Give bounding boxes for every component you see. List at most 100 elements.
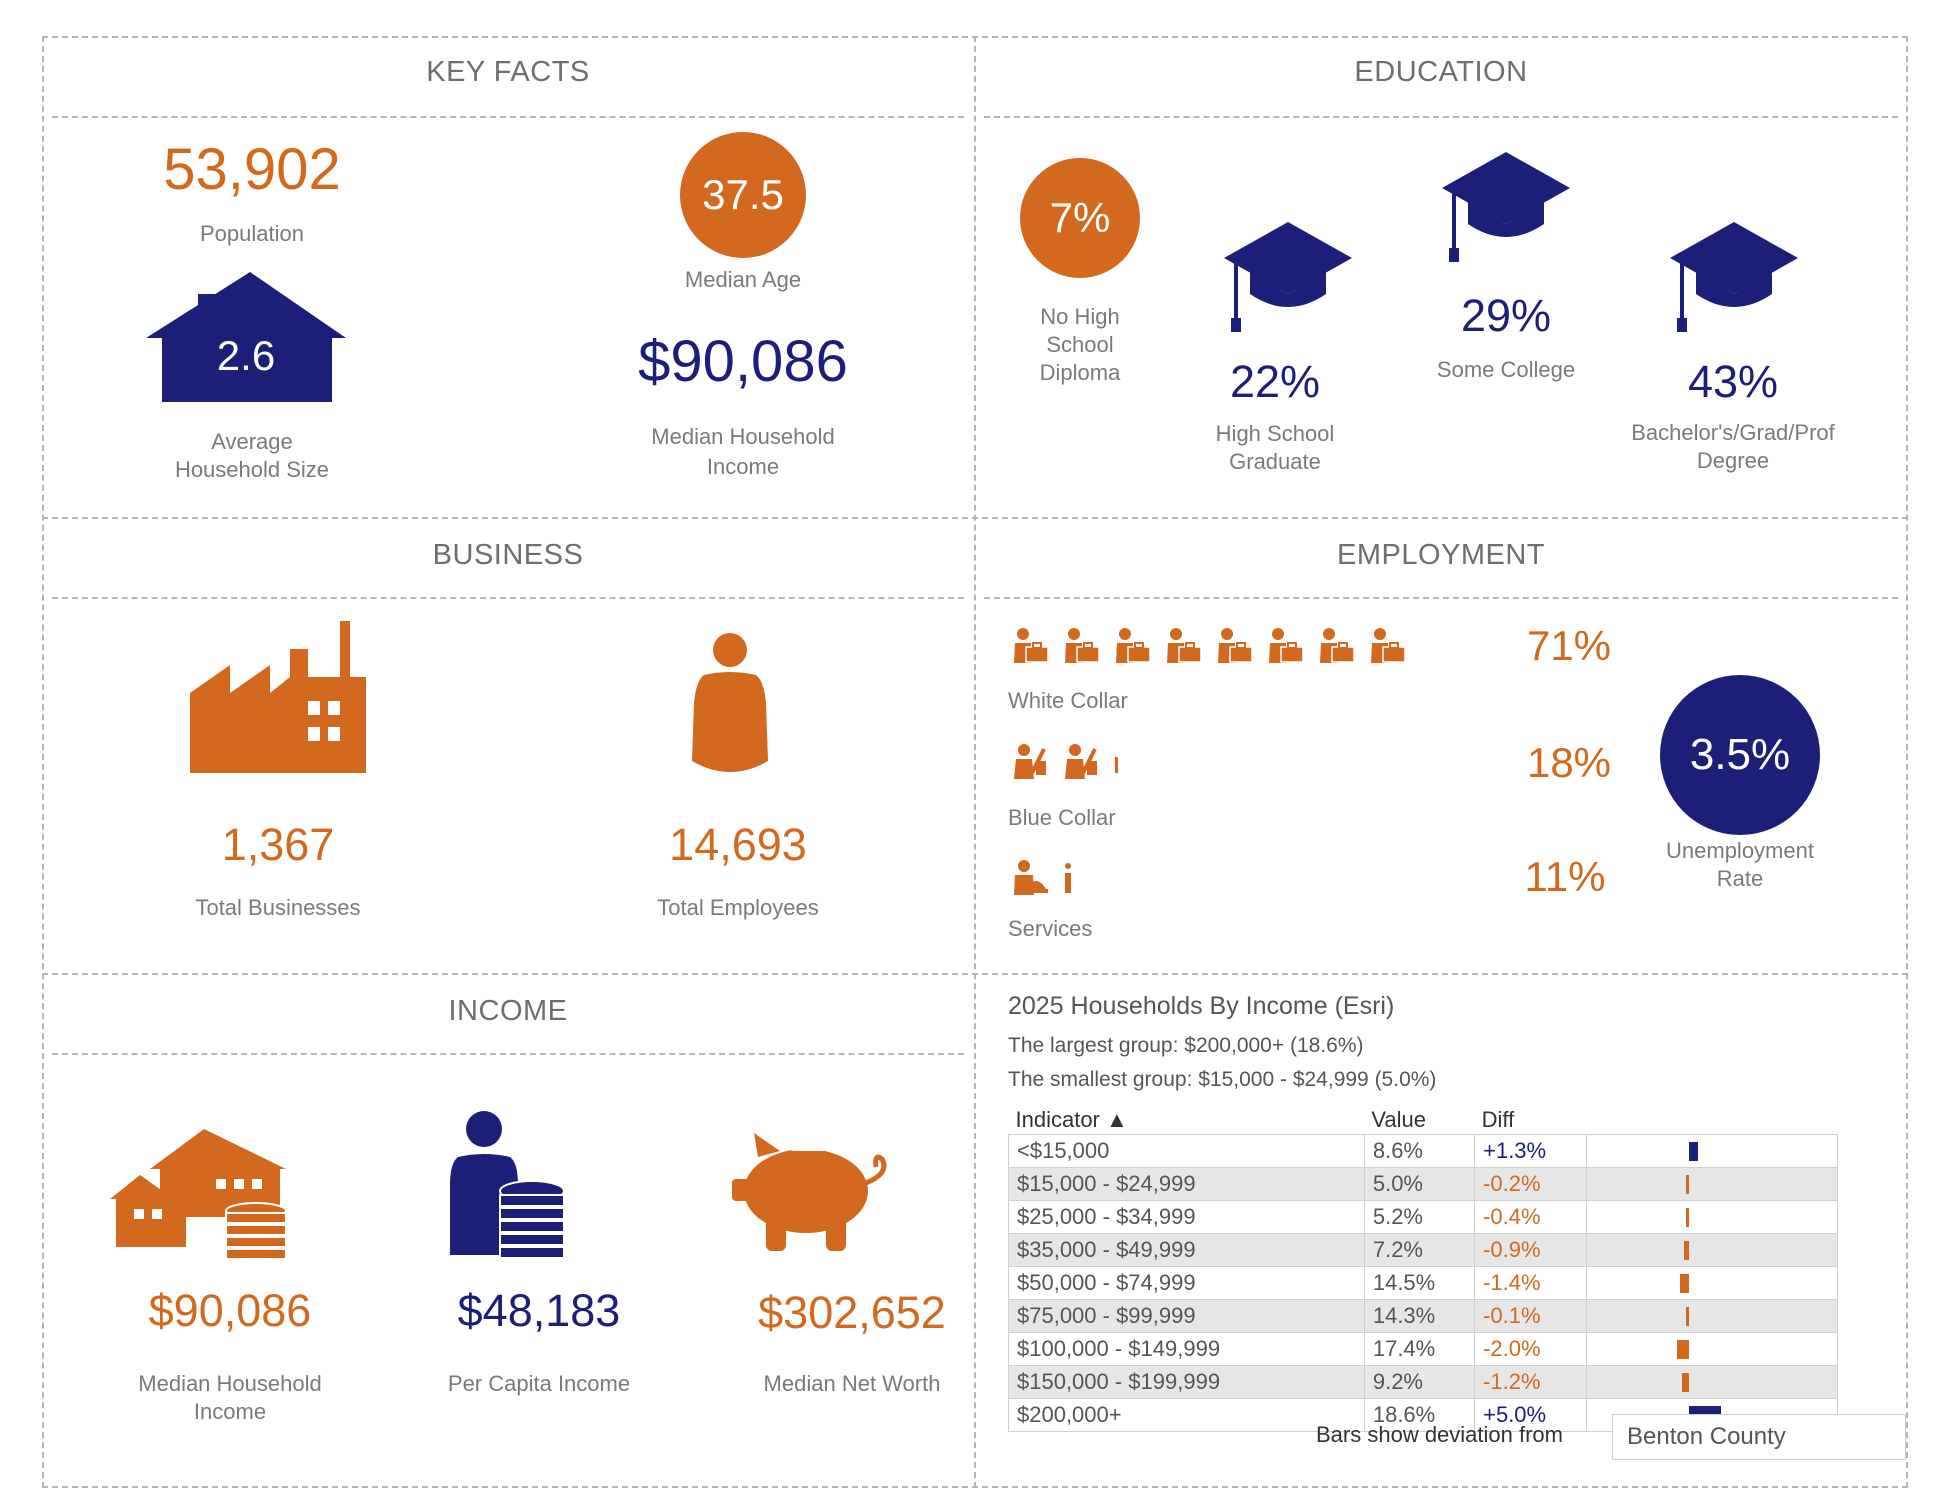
blue-collar-worker-icon	[1014, 744, 1046, 779]
deviation-bar	[1680, 1273, 1690, 1293]
key-facts-title-divider	[52, 116, 964, 118]
services-value: 11%	[1524, 853, 1606, 900]
total-employees-value: 14,693	[669, 819, 807, 870]
house-icon: 2.6	[146, 272, 346, 406]
household-size-value: 2.6	[216, 332, 276, 379]
indicator-cell: $75,000 - $99,999	[1008, 1298, 1365, 1333]
employment-title-divider	[984, 597, 1898, 599]
diff-cell: +5.0%	[1474, 1397, 1588, 1432]
value-cell: 7.2%	[1363, 1232, 1476, 1267]
value-cell: 17.4%	[1363, 1331, 1476, 1366]
business-title: BUSINESS	[432, 539, 584, 571]
services-worker-icon	[1014, 860, 1048, 895]
household-size-label-2: Household Size	[174, 457, 330, 482]
table-row: $15,000 - $24,999 5.0% -0.2%	[1008, 1166, 1838, 1201]
value-cell: 9.2%	[1363, 1364, 1476, 1399]
deviation-bar	[1683, 1240, 1690, 1260]
per-capita-value: $48,183	[457, 1285, 621, 1336]
education-title-divider	[984, 116, 1898, 118]
no-diploma-label-2: School	[1046, 332, 1114, 357]
net-worth-label: Median Net Worth	[763, 1371, 941, 1396]
white-collar-worker-icon	[1218, 628, 1252, 663]
some-college-label: Some College	[1436, 357, 1576, 382]
employment-title: EMPLOYMENT	[1336, 539, 1546, 571]
white-collar-worker-icon	[1167, 628, 1201, 663]
services-worker-icon-partial	[1065, 863, 1071, 893]
deviation-bar-cell	[1586, 1265, 1838, 1300]
smallest-group-text: The smallest group: $15,000 - $24,999 (5…	[1008, 1068, 1437, 1091]
value-cell: 18.6%	[1363, 1397, 1476, 1432]
deviation-bar-cell	[1586, 1331, 1838, 1366]
unemployment-circle: 3.5%	[1660, 675, 1820, 835]
unemployment-value: 3.5%	[1689, 730, 1791, 779]
high-school-value: 22%	[1229, 356, 1321, 407]
value-cell: 5.2%	[1363, 1199, 1476, 1234]
table-row: $25,000 - $34,999 5.2% -0.4%	[1008, 1199, 1838, 1234]
row-divider-1	[42, 517, 1908, 519]
deviation-bar-cell	[1586, 1364, 1838, 1399]
piggy-bank-icon	[730, 1133, 894, 1258]
graduation-cap-icon	[1670, 222, 1798, 339]
median-income-label-1: Median Household	[651, 424, 835, 449]
house-coins-icon	[110, 1129, 287, 1274]
no-diploma-value: 7%	[1049, 194, 1111, 241]
per-capita-label: Per Capita Income	[447, 1371, 631, 1396]
households-title: 2025 Households By Income (Esri)	[1008, 992, 1395, 1020]
table-header-row: Indicator ▲ Value Diff	[1009, 1106, 1838, 1134]
income-median-hh-label-1: Median Household	[138, 1371, 322, 1396]
diff-cell: +1.3%	[1474, 1133, 1588, 1168]
table-row: <$15,000 8.6% +1.3%	[1008, 1133, 1838, 1168]
value-cell: 14.5%	[1363, 1265, 1476, 1300]
deviation-bar-cell	[1586, 1133, 1838, 1168]
bachelor-label-2: Degree	[1696, 448, 1770, 473]
white-collar-label: White Collar	[1008, 688, 1128, 713]
diff-cell: -0.1%	[1474, 1298, 1588, 1333]
income-panel: INCOME $90,086 Median Household Income	[42, 973, 974, 1488]
deviation-bar-cell	[1586, 1166, 1838, 1201]
value-column-header[interactable]: Value	[1371, 1106, 1426, 1132]
key-facts-panel: KEY FACTS 53,902 Population 2.6 Average …	[42, 36, 974, 517]
diff-cell: -0.4%	[1474, 1199, 1588, 1234]
diff-cell: -1.4%	[1474, 1265, 1588, 1300]
total-businesses-label: Total Businesses	[195, 895, 361, 920]
no-diploma-label-3: Diploma	[1039, 360, 1121, 385]
diff-cell: -0.9%	[1474, 1232, 1588, 1267]
value-cell: 5.0%	[1363, 1166, 1476, 1201]
business-title-divider	[52, 597, 964, 599]
row-divider-2	[42, 973, 1908, 975]
diff-column-header[interactable]: Diff	[1481, 1106, 1515, 1132]
value-cell: 14.3%	[1363, 1298, 1476, 1333]
white-collar-worker-icon	[1014, 628, 1048, 663]
table-row: $75,000 - $99,999 14.3% -0.1%	[1008, 1298, 1838, 1333]
business-panel: BUSINESS 1,367 Total Businesses 14,693 T…	[42, 517, 974, 973]
indicator-cell: $35,000 - $49,999	[1008, 1232, 1365, 1267]
median-age-value: 37.5	[702, 171, 784, 218]
bar-column-header	[1587, 1106, 1838, 1134]
indicator-column-header[interactable]: Indicator ▲	[1015, 1106, 1128, 1132]
deviation-select[interactable]: Benton County	[1612, 1414, 1906, 1460]
white-collar-worker-icon	[1320, 628, 1354, 663]
income-title: INCOME	[448, 995, 568, 1027]
white-collar-icons	[1012, 627, 1405, 663]
deviation-bar	[1689, 1141, 1698, 1161]
deviation-bar-cell	[1586, 1199, 1838, 1234]
high-school-label-1: High School	[1215, 421, 1335, 446]
blue-collar-icons	[1012, 743, 1120, 779]
white-collar-worker-icon	[1371, 628, 1405, 663]
indicator-cell: $200,000+	[1008, 1397, 1365, 1432]
income-median-hh-label-2: Income	[193, 1399, 267, 1424]
diff-cell: -2.0%	[1474, 1331, 1588, 1366]
population-label: Population	[200, 221, 304, 246]
person-icon	[690, 633, 770, 782]
white-collar-worker-icon	[1269, 628, 1303, 663]
indicator-cell: $15,000 - $24,999	[1008, 1166, 1365, 1201]
income-median-hh-value: $90,086	[148, 1285, 312, 1336]
unemployment-label-2: Rate	[1716, 866, 1764, 891]
total-employees-label: Total Employees	[657, 895, 819, 920]
median-income-value: $90,086	[638, 329, 848, 394]
total-businesses-value: 1,367	[221, 819, 335, 870]
indicator-cell: <$15,000	[1008, 1133, 1365, 1168]
blue-collar-worker-icon-partial	[1115, 757, 1118, 773]
blue-collar-label: Blue Collar	[1008, 805, 1116, 830]
households-table: Indicator ▲ Value Diff <$15,000 8.6% +1.3%…	[1008, 1106, 1838, 1432]
